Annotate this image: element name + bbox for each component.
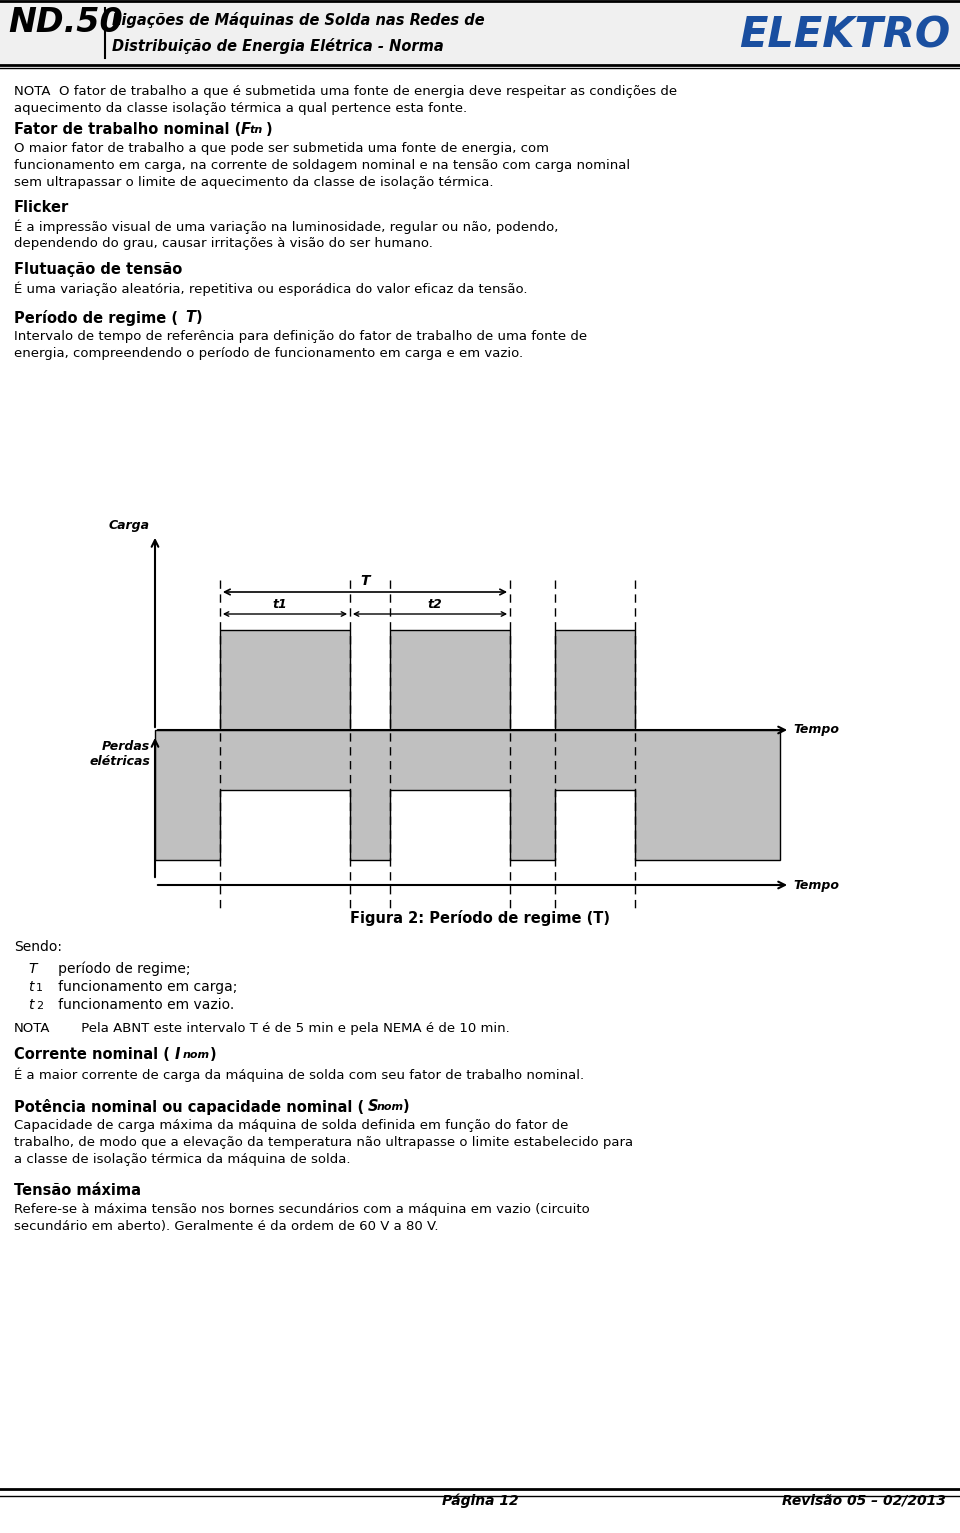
Text: sem ultrapassar o limite de aquecimento da classe de isolação térmica.: sem ultrapassar o limite de aquecimento … [14, 176, 493, 189]
Text: energia, compreendendo o período de funcionamento em carga e em vazio.: energia, compreendendo o período de func… [14, 346, 523, 360]
Text: 2: 2 [36, 1001, 43, 1010]
Text: T: T [28, 963, 36, 977]
Text: ): ) [403, 1099, 410, 1114]
Text: I: I [175, 1047, 180, 1062]
Text: funcionamento em carga, na corrente de soldagem nominal e na tensão com carga no: funcionamento em carga, na corrente de s… [14, 159, 630, 172]
Bar [390, 630, 510, 730]
Text: T: T [185, 310, 195, 325]
Text: S: S [368, 1099, 378, 1114]
Text: ): ) [266, 123, 273, 136]
Text: F: F [241, 123, 251, 136]
Text: Capacidade de carga máxima da máquina de solda definida em função do fator de: Capacidade de carga máxima da máquina de… [14, 1119, 568, 1131]
Text: ND.50: ND.50 [8, 6, 123, 38]
Text: NOTA  O fator de trabalho a que é submetida uma fonte de energia deve respeitar : NOTA O fator de trabalho a que é submeti… [14, 84, 677, 98]
Text: ): ) [210, 1047, 217, 1062]
Text: funcionamento em vazio.: funcionamento em vazio. [45, 998, 234, 1012]
Text: Período de regime (: Período de regime ( [14, 310, 178, 327]
Text: É uma variação aleatória, repetitiva ou esporádica do valor eficaz da tensão.: É uma variação aleatória, repetitiva ou … [14, 282, 527, 296]
Text: Refere-se à máxima tensão nos bornes secundários com a máquina em vazio (circuit: Refere-se à máxima tensão nos bornes sec… [14, 1203, 589, 1216]
Text: Figura 2: Período de regime (T): Figura 2: Período de regime (T) [350, 911, 610, 926]
Polygon shape [155, 730, 780, 860]
Bar [220, 630, 350, 730]
Text: tn: tn [250, 126, 263, 135]
Text: nom: nom [377, 1102, 404, 1111]
Text: Fator de trabalho nominal (: Fator de trabalho nominal ( [14, 123, 241, 136]
Text: Ligações de Máquinas de Solda nas Redes de: Ligações de Máquinas de Solda nas Redes … [112, 12, 485, 28]
Text: Intervalo de tempo de referência para definição do fator de trabalho de uma font: Intervalo de tempo de referência para de… [14, 330, 588, 343]
Text: t1: t1 [273, 598, 287, 612]
Text: t2: t2 [427, 598, 443, 612]
Text: Tensão máxima: Tensão máxima [14, 1183, 141, 1197]
Text: Tempo: Tempo [793, 724, 839, 736]
Text: a classe de isolação térmica da máquina de solda.: a classe de isolação térmica da máquina … [14, 1153, 350, 1167]
Text: Sendo:: Sendo: [14, 940, 62, 954]
Text: aquecimento da classe isolação térmica a qual pertence esta fonte.: aquecimento da classe isolação térmica a… [14, 103, 468, 115]
Text: NOTA: NOTA [14, 1023, 51, 1035]
Text: O maior fator de trabalho a que pode ser submetida uma fonte de energia, com: O maior fator de trabalho a que pode ser… [14, 143, 549, 155]
Text: ): ) [196, 310, 203, 325]
Bar [0, 0, 960, 64]
Text: nom: nom [183, 1050, 210, 1059]
Text: período de regime;: período de regime; [45, 963, 190, 977]
Text: Página 12: Página 12 [442, 1493, 518, 1507]
Text: Distribuição de Energia Elétrica - Norma: Distribuição de Energia Elétrica - Norma [112, 38, 444, 54]
Text: Revisão 05 – 02/2013: Revisão 05 – 02/2013 [782, 1493, 946, 1507]
Text: T: T [360, 573, 370, 589]
Text: dependendo do grau, causar irritações à visão do ser humano.: dependendo do grau, causar irritações à … [14, 238, 433, 250]
Text: ELEKTRO: ELEKTRO [739, 14, 950, 57]
Text: É a maior corrente de carga da máquina de solda com seu fator de trabalho nomina: É a maior corrente de carga da máquina d… [14, 1067, 584, 1081]
Text: Flutuação de tensão: Flutuação de tensão [14, 262, 182, 277]
Bar [555, 630, 635, 730]
Text: Pela ABNT este intervalo T é de 5 min e pela NEMA é de 10 min.: Pela ABNT este intervalo T é de 5 min e … [60, 1023, 510, 1035]
Text: Potência nominal ou capacidade nominal (: Potência nominal ou capacidade nominal ( [14, 1099, 364, 1114]
Text: t: t [28, 980, 34, 993]
Text: t: t [28, 998, 34, 1012]
Text: trabalho, de modo que a elevação da temperatura não ultrapasse o limite estabele: trabalho, de modo que a elevação da temp… [14, 1136, 634, 1150]
Text: Flicker: Flicker [14, 199, 69, 215]
Text: Carga: Carga [109, 520, 150, 532]
Text: secundário em aberto). Geralmente é da ordem de 60 V a 80 V.: secundário em aberto). Geralmente é da o… [14, 1220, 439, 1233]
Text: 1: 1 [36, 983, 43, 993]
Text: Tempo: Tempo [793, 878, 839, 892]
Text: Corrente nominal (: Corrente nominal ( [14, 1047, 170, 1062]
Text: Perdas
elétricas: Perdas elétricas [89, 740, 150, 768]
Text: É a impressão visual de uma variação na luminosidade, regular ou não, podendo,: É a impressão visual de uma variação na … [14, 221, 559, 235]
Text: funcionamento em carga;: funcionamento em carga; [45, 980, 237, 993]
